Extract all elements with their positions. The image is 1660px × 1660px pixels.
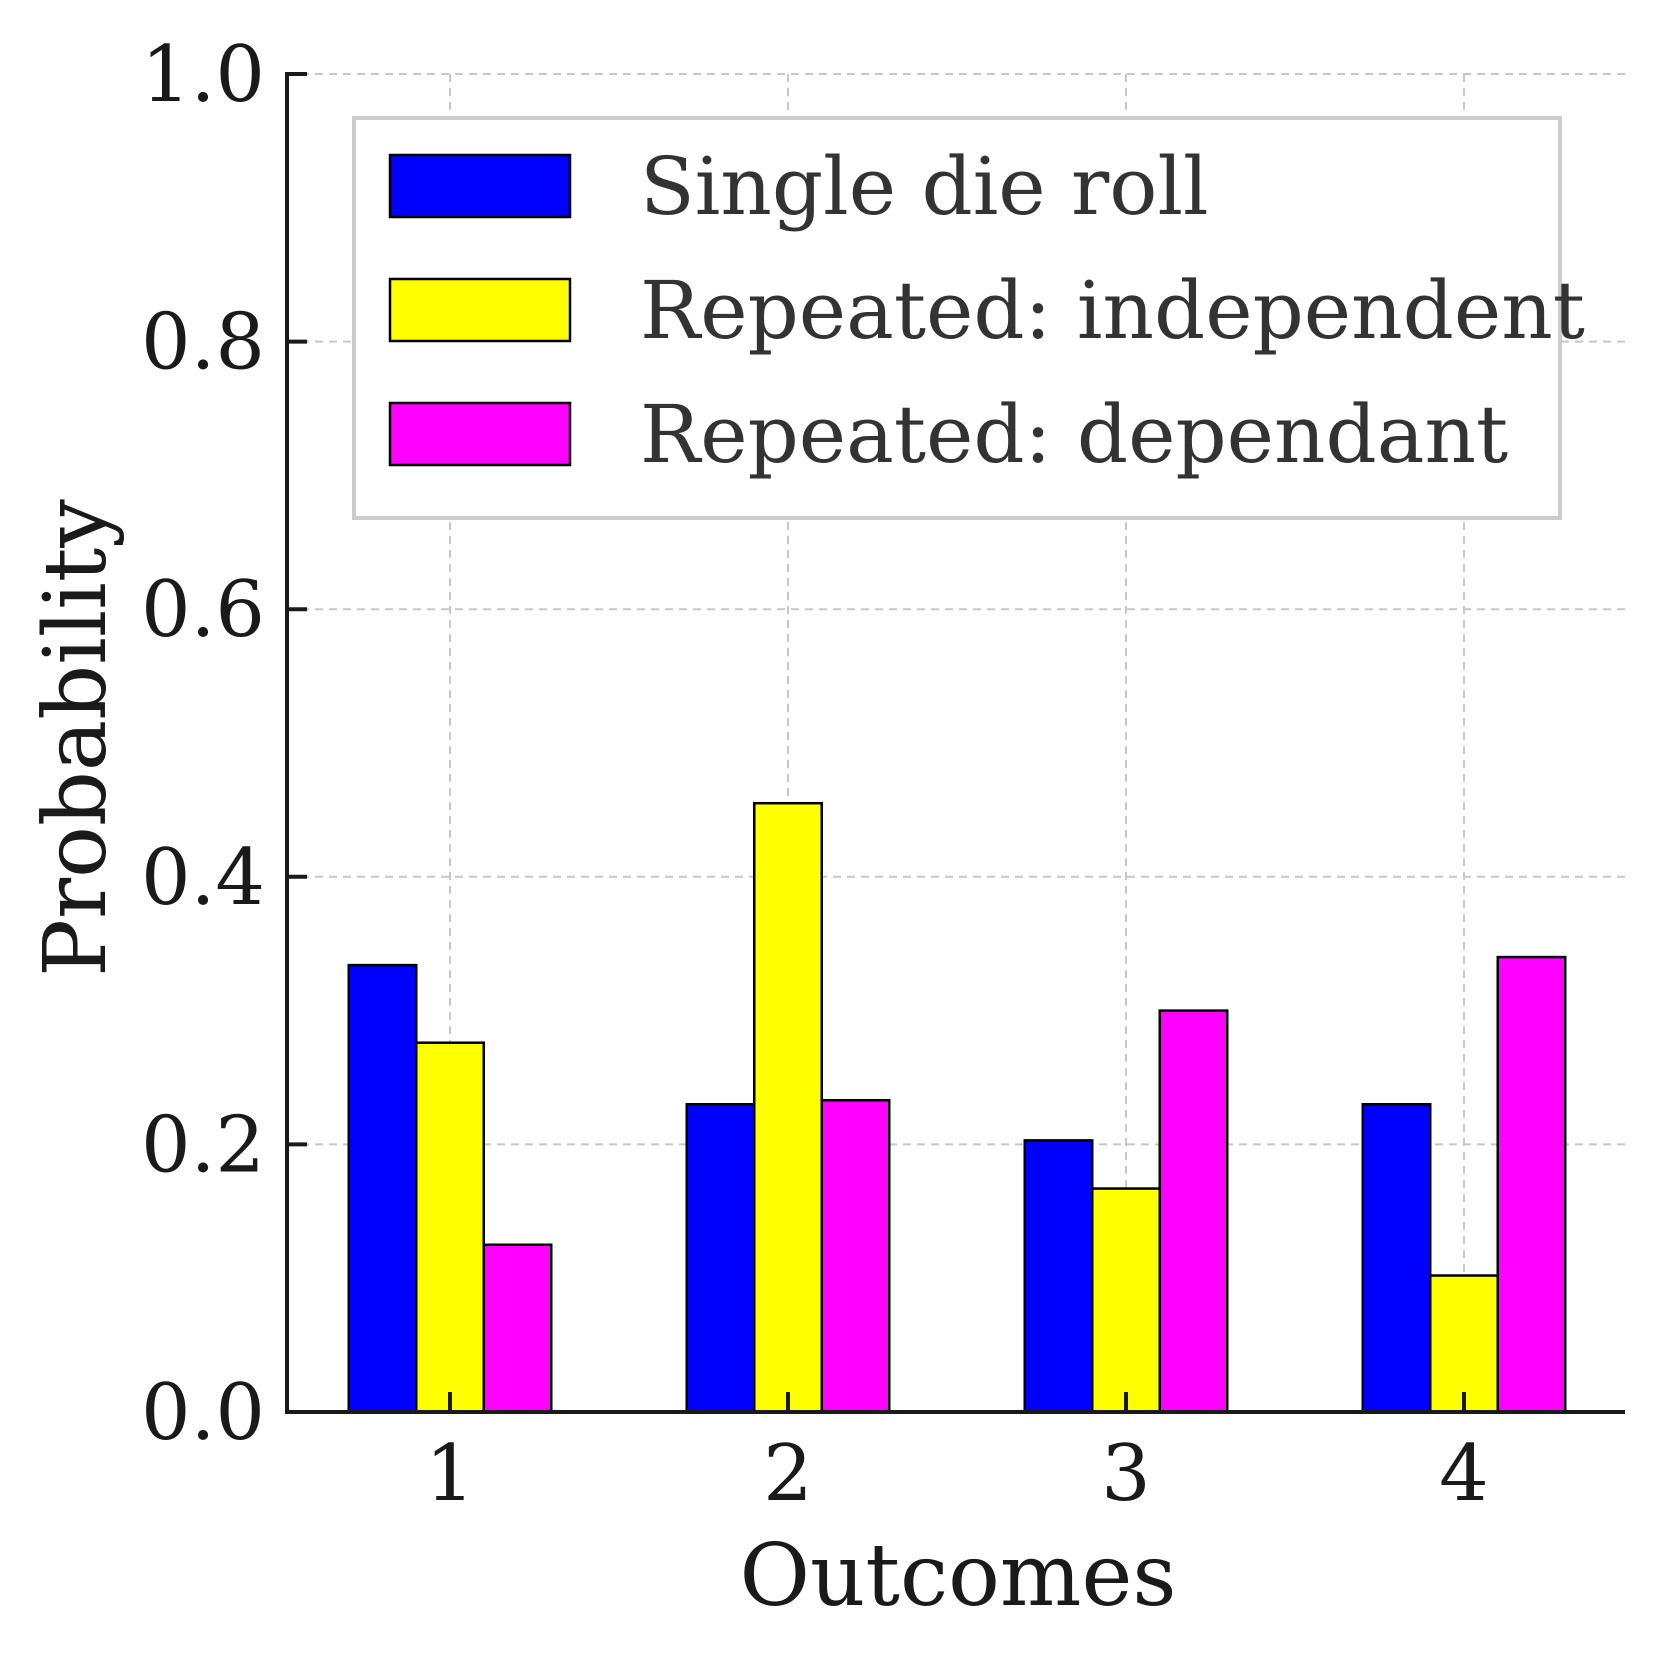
bar-1-2 xyxy=(685,1103,756,1414)
legend-label: Repeated: dependant xyxy=(640,388,1508,481)
bar-3-4 xyxy=(1496,955,1567,1414)
bar-2-3 xyxy=(1091,1187,1161,1414)
bar-1-4 xyxy=(1361,1103,1432,1414)
bar-2-2 xyxy=(753,801,823,1414)
y-tick-label: 0.6 xyxy=(141,565,265,655)
y-axis-label: Probability xyxy=(26,499,126,977)
legend-swatch xyxy=(388,401,572,467)
bars xyxy=(347,801,1567,1414)
legend-label: Single die roll xyxy=(640,140,1209,233)
y-tick-label: 0.4 xyxy=(141,833,265,923)
x-tick-label: 1 xyxy=(425,1429,475,1519)
bar-3-2 xyxy=(820,1098,891,1414)
legend: Single die roll Repeated: independent Repe… xyxy=(352,116,1585,520)
y-tick-label: 0.8 xyxy=(141,298,265,388)
y-ticks: 0.0 0.2 0.4 0.6 0.8 1.0 xyxy=(141,30,307,1458)
y-tick-label: 0.2 xyxy=(141,1100,265,1190)
y-tick-label: 1.0 xyxy=(141,30,265,120)
x-tick-label: 3 xyxy=(1101,1429,1151,1519)
x-tick-label: 4 xyxy=(1439,1429,1489,1519)
bar-3-3 xyxy=(1158,1009,1229,1414)
y-tick-label: 0.0 xyxy=(141,1368,265,1458)
bar-3-1 xyxy=(482,1243,553,1414)
bar-2-1 xyxy=(415,1041,485,1414)
axes xyxy=(285,72,1625,1414)
x-tick-label: 2 xyxy=(763,1429,813,1519)
legend-swatch xyxy=(388,153,572,219)
bar-1-3 xyxy=(1023,1139,1094,1414)
legend-swatch xyxy=(388,277,572,343)
legend-label: Repeated: independent xyxy=(640,264,1585,357)
x-axis-label: Outcomes xyxy=(740,1526,1177,1626)
x-ticks: 1 2 3 4 xyxy=(425,1392,1489,1519)
bar-2-4 xyxy=(1429,1274,1499,1414)
bar-1-1 xyxy=(347,963,418,1414)
